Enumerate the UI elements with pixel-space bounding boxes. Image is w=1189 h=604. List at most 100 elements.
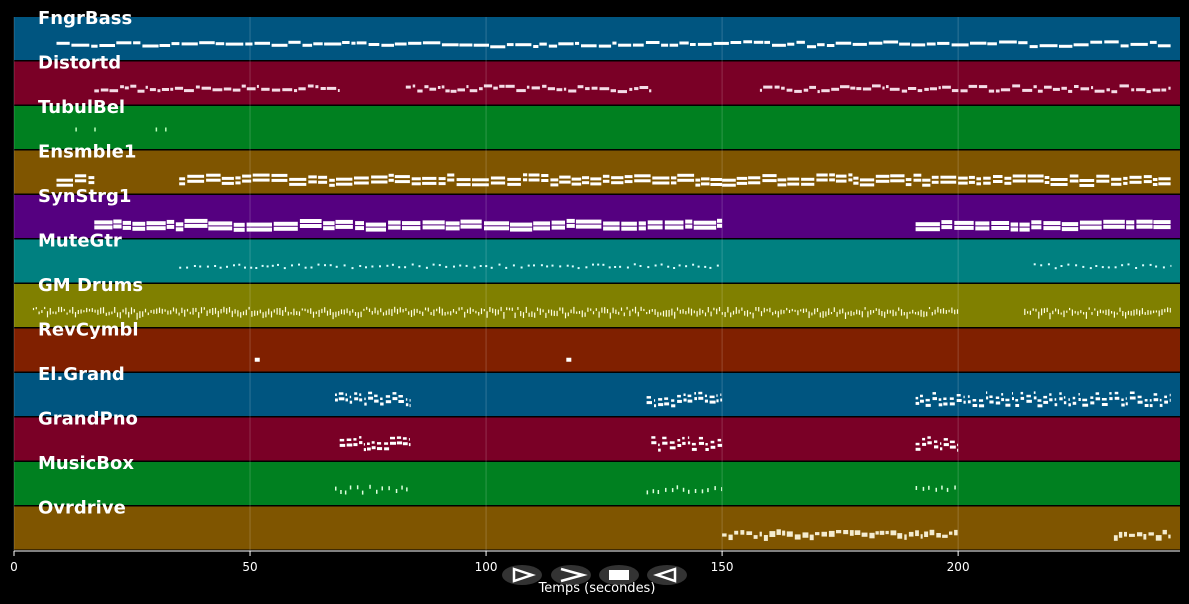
note-mark [41,310,43,313]
note-mark [1155,310,1157,313]
note-mark [44,306,46,310]
note-mark [760,311,763,317]
note-mark [669,441,675,444]
note-mark [986,391,988,394]
note-mark [682,441,686,445]
note-mark [677,173,695,177]
note-mark [958,181,968,185]
note-mark [856,87,862,91]
note-mark [271,43,288,47]
note-mark [296,311,298,315]
note-mark [796,40,805,44]
note-mark [184,218,208,223]
note-mark [956,394,961,397]
note-mark [909,311,911,314]
note-mark [661,43,669,47]
note-mark [1059,397,1063,401]
note-mark [1069,174,1079,178]
forward-icon [560,567,588,583]
note-mark [819,312,821,318]
note-mark [1114,396,1120,400]
note-mark [323,221,335,226]
note-mark [259,309,261,314]
note-mark [677,444,682,447]
note-mark [233,264,235,267]
note-mark [1168,86,1171,90]
note-mark [1164,395,1167,399]
note-mark [848,178,853,182]
note-mark [1054,403,1058,407]
note-mark [694,489,697,493]
note-mark [646,490,649,495]
note-mark [1068,403,1071,407]
note-mark [687,399,693,403]
note-mark [1113,535,1118,541]
note-mark [1136,88,1146,92]
note-mark [954,485,956,490]
note-mark [772,312,774,316]
note-mark [371,180,388,184]
note-mark [617,90,627,94]
note-mark [1091,86,1094,90]
note-mark [704,265,707,268]
note-mark [335,311,337,318]
note-mark [184,309,186,317]
note-mark [394,180,410,184]
note-mark [1037,404,1043,408]
note-mark [989,400,994,404]
note-mark [86,307,88,313]
note-mark [1031,225,1042,230]
stop-button[interactable] [599,565,639,585]
note-mark [759,531,762,537]
note-mark [473,266,476,269]
note-mark [782,530,786,536]
note-mark [597,263,600,266]
note-mark [915,222,940,227]
note-mark [310,308,312,314]
note-mark [551,264,554,267]
forward-button[interactable] [551,565,591,585]
note-mark [570,309,572,314]
note-mark [478,312,480,316]
note-mark [206,310,208,316]
note-mark [429,87,437,91]
note-mark [242,311,245,316]
note-mark [369,484,371,489]
note-mark [943,443,949,447]
note-mark [1142,264,1145,267]
note-mark [365,227,386,232]
note-mark [339,438,345,442]
note-mark [897,533,903,539]
note-mark [828,308,830,316]
note-mark [658,403,664,407]
note-mark [786,88,793,92]
note-mark [991,226,1010,230]
note-mark [100,307,102,314]
note-mark [1052,310,1054,315]
note-mark [184,223,208,228]
note-mark [1083,312,1085,315]
note-mark [620,307,623,311]
track-lane-fngrbass [14,17,1180,60]
note-mark [523,173,528,177]
play-button[interactable] [502,565,542,585]
note-mark [307,309,309,313]
note-mark [935,487,937,492]
note-mark [1126,225,1135,230]
note-mark [149,88,156,92]
note-mark [722,533,727,537]
note-mark [317,263,320,266]
note-mark [119,312,121,319]
note-mark [1027,179,1044,183]
note-mark [848,173,853,177]
note-mark [1096,174,1110,178]
note-mark [299,224,322,228]
note-mark [1101,403,1108,406]
note-mark [170,87,174,91]
note-mark [91,44,98,48]
back-button[interactable] [647,565,687,585]
note-mark [667,265,670,268]
note-mark [946,487,949,492]
note-mark [929,87,937,91]
note-mark [797,310,799,316]
